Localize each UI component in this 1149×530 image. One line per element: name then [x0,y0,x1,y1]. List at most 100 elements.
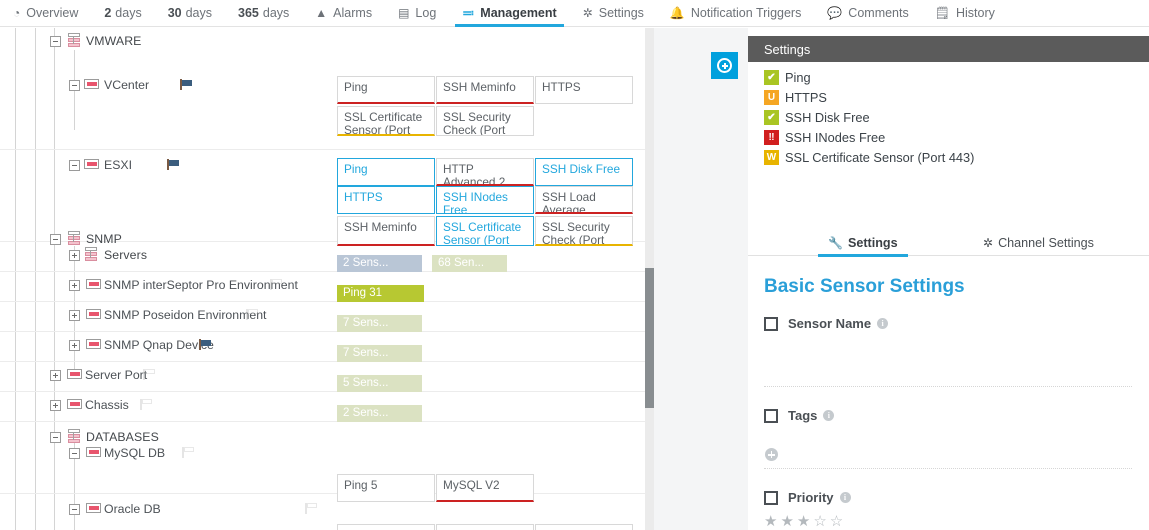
add-device-button[interactable] [711,52,738,79]
sensor-box[interactable]: HTTPS [535,76,633,104]
sensor-box[interactable]: SSH Meminfo [337,216,435,246]
tree-collapse-toggle[interactable] [50,36,61,47]
selected-sensor-item[interactable]: U HTTPS [764,90,827,105]
sensor-box[interactable]: SSH INodes Free [436,186,534,214]
tree-expand-toggle[interactable] [50,400,61,411]
sensor-summary-pill[interactable]: 2 Sens... [337,405,422,422]
tree-row[interactable]: DATABASES [0,424,645,450]
sensor-summary-pill[interactable]: 68 Sen... [432,255,507,272]
nav-tab-history[interactable]: 🗒 History [922,0,1008,27]
tree-node-label[interactable]: SNMP interSeptor Pro Environment [104,278,298,292]
nav-tab-notification-triggers[interactable]: 🔔 Notification Triggers [657,0,814,27]
tree-node-label[interactable]: SNMP [86,232,122,246]
tree-node-label[interactable]: ESXI [104,158,133,172]
nav-tab-management[interactable]: ≕ Management [449,0,569,27]
sensor-box[interactable]: HTTP Advanced 2 [436,158,534,186]
nav-tab-days[interactable]: 30 days [155,0,225,27]
sensor-box[interactable]: Ping [337,158,435,186]
sensor-summary-pill[interactable]: Ping 31 [337,285,424,302]
tree-row[interactable]: Server Port [0,362,645,392]
settings-tab-settings[interactable]: 🔧 Settings [818,230,908,257]
tree-expand-toggle[interactable] [69,250,80,261]
sensor-box[interactable]: Ping 41 [337,524,435,530]
tree-node-label[interactable]: VCenter [104,78,150,92]
tree-collapse-toggle[interactable] [69,80,80,91]
tree-node-label[interactable]: Chassis [85,398,129,412]
sensor-summary-pill[interactable]: 5 Sens... [337,375,422,392]
sensor-box[interactable]: HTTPS [337,186,435,214]
tree-row[interactable]: Servers [0,242,645,272]
tree-scrollbar-thumb[interactable] [645,268,654,408]
flag-icon[interactable] [270,279,283,291]
sensor-box[interactable]: SSH Load Average [535,186,633,214]
info-icon[interactable]: i [877,318,889,329]
tree-row[interactable]: MySQL DB [0,440,645,494]
tree-row[interactable]: SNMP interSeptor Pro Environment [0,272,645,302]
sensor-box[interactable]: Ping 5 [337,474,435,502]
tree-expand-toggle[interactable] [69,340,80,351]
tree-collapse-toggle[interactable] [50,234,61,245]
sensor-summary-pill[interactable]: 2 Sens... [337,255,422,272]
sensor-box[interactable]: Ping [337,76,435,104]
selected-sensor-item[interactable]: W SSL Certificate Sensor (Port 443) [764,150,974,165]
nav-tab-comments[interactable]: 💬 Comments [814,0,921,27]
tree-row[interactable]: SNMP [0,226,645,252]
tree-row[interactable]: VMWARE [0,28,645,54]
selected-sensor-item[interactable]: ✔ SSH Disk Free [764,110,870,125]
priority-stars[interactable]: ★★★☆☆ [764,513,847,530]
tree-node-label[interactable]: Servers [104,248,148,262]
sensor-box[interactable]: SSL Security Check (Port 443) [535,216,633,246]
tree-collapse-toggle[interactable] [50,432,61,443]
tree-row[interactable]: SNMP Qnap Device [0,332,645,362]
flag-icon[interactable] [180,79,193,91]
tree-node-label[interactable]: MySQL DB [104,446,166,460]
nav-tab-overview[interactable]: ◔ Overview [0,0,91,27]
sensor-box[interactable]: SSL Security Check (Port 443) [436,106,534,136]
tree-node-label[interactable]: DATABASES [86,430,159,444]
tree-node-label[interactable]: SNMP Qnap Device [104,338,214,352]
tree-node-label[interactable]: Server Port [85,368,148,382]
flag-icon[interactable] [305,503,318,515]
tree-row[interactable]: Oracle DB [0,496,645,530]
selected-sensor-item[interactable]: ‼ SSH INodes Free [764,130,885,145]
flag-icon[interactable] [167,159,180,171]
nav-tab-log[interactable]: ▤ Log [385,0,449,27]
tree-node-label[interactable]: Oracle DB [104,502,161,516]
flag-icon[interactable] [140,399,153,411]
add-tag-button[interactable] [765,448,778,461]
flag-icon[interactable] [182,447,195,459]
tree-expand-toggle[interactable] [69,310,80,321]
sensor-box[interactable]: Oracle SQL 4 [436,524,534,530]
tree-row[interactable]: Chassis [0,392,645,422]
selected-sensor-item[interactable]: ✔ Ping [764,70,811,85]
field-checkbox[interactable] [764,316,778,331]
sensor-box[interactable]: SSL Certificate Sensor (Port 443) [337,106,435,136]
tree-row[interactable]: ESXI [0,152,645,242]
info-icon[interactable]: i [839,492,851,503]
sensor-box[interactable]: SSH Meminfo [436,76,534,104]
sensor-box[interactable]: SSH Disk Free [535,158,633,186]
flag-icon[interactable] [246,309,259,321]
tree-row[interactable]: VCenter [0,72,645,150]
settings-tab-channel-settings[interactable]: ✲ Channel Settings [983,230,1094,256]
tree-expand-toggle[interactable] [50,370,61,381]
tree-expand-toggle[interactable] [69,280,80,291]
tree-row[interactable]: SNMP Poseidon Environment [0,302,645,332]
tree-collapse-toggle[interactable] [69,448,80,459]
sensor-summary-pill[interactable]: 7 Sens... [337,315,422,332]
field-checkbox[interactable] [764,490,778,505]
sensor-summary-pill[interactable]: 7 Sens... [337,345,422,362]
field-checkbox[interactable] [764,408,778,423]
info-icon[interactable]: i [823,410,835,421]
tree-node-label[interactable]: SNMP Poseidon Environment [104,308,267,322]
tree-collapse-toggle[interactable] [69,160,80,171]
nav-tab-days[interactable]: 2 days [91,0,154,27]
flag-icon[interactable] [199,339,212,351]
sensor-box[interactable]: MySQL V2 [436,474,534,502]
flag-icon[interactable] [143,369,156,381]
device-tree-pane[interactable]: VMWARE VCenter ESXI SNMP Servers SNMP interSe… [0,28,654,530]
tree-collapse-toggle[interactable] [69,504,80,515]
tree-scrollbar-track[interactable] [645,28,654,530]
nav-tab-days[interactable]: 365 days [225,0,302,27]
tree-node-label[interactable]: VMWARE [86,34,142,48]
